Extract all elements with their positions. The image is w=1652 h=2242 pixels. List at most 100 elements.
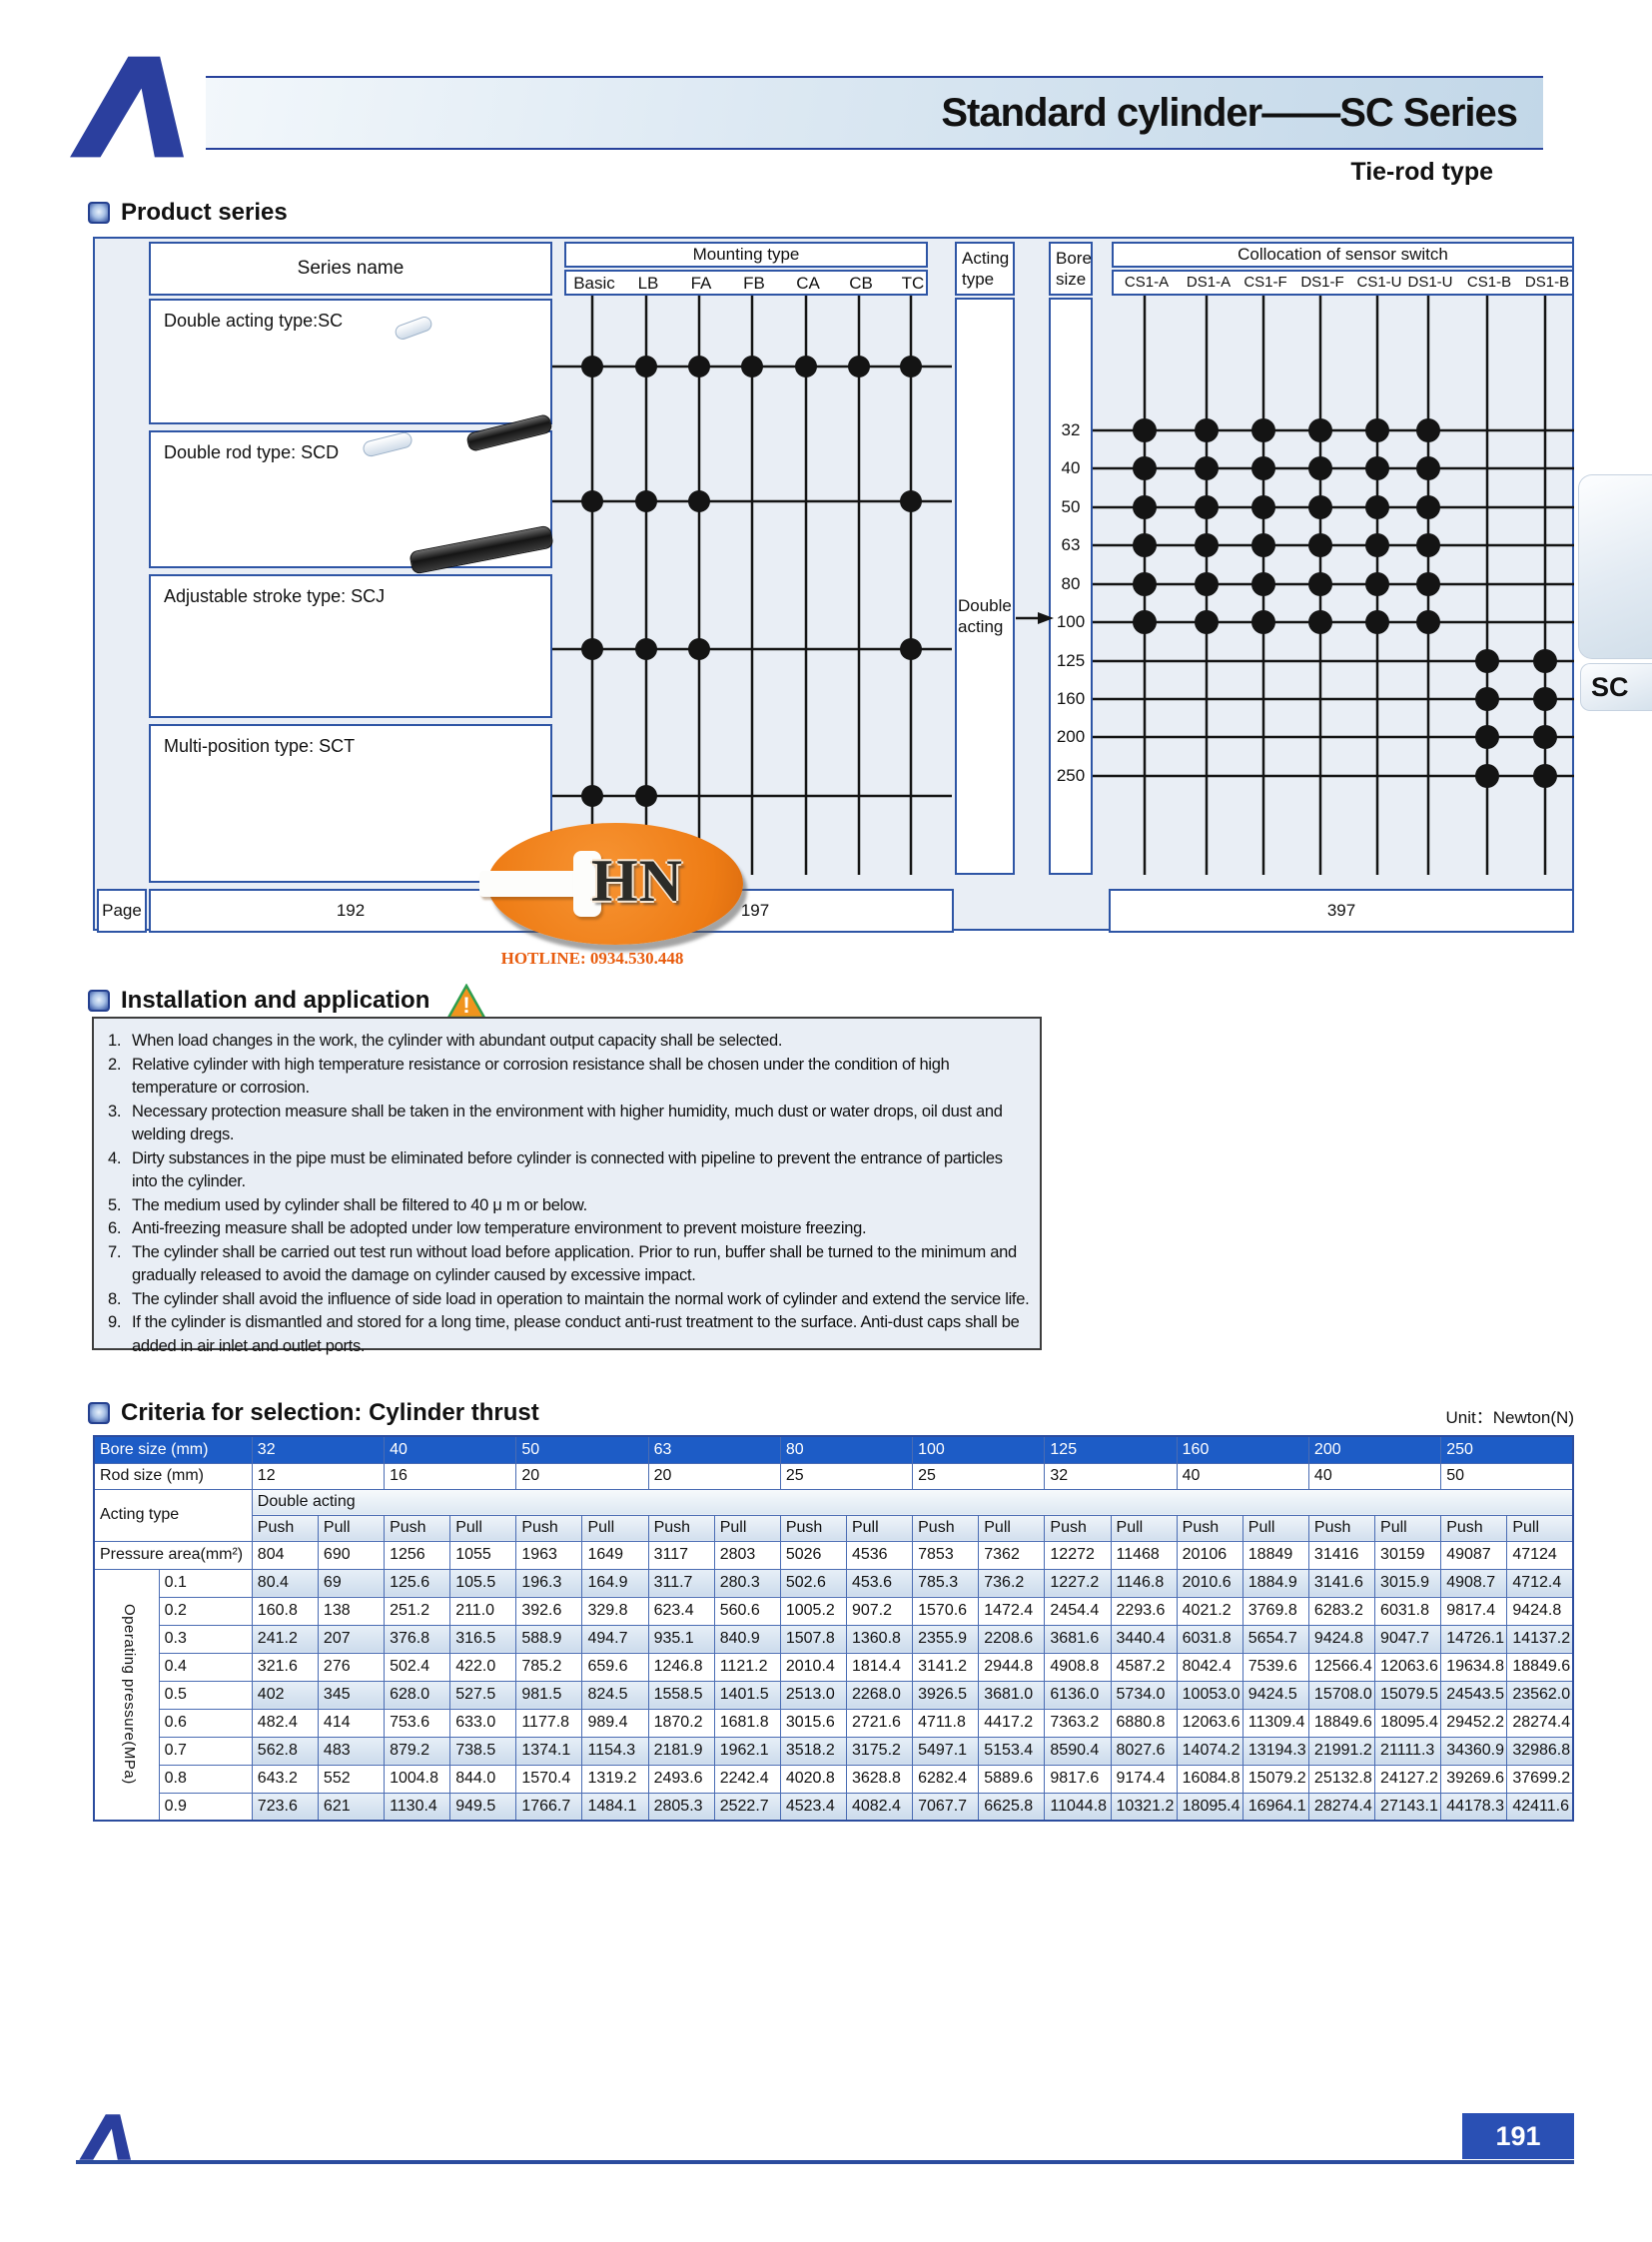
- pressure-area-value: 47124: [1506, 1540, 1574, 1570]
- pressure-area-value: 7362: [978, 1540, 1046, 1570]
- pressure-area-value: 1963: [515, 1540, 583, 1570]
- section-installation: Installation and application !: [88, 982, 487, 1020]
- availability-dot: [1251, 572, 1275, 596]
- thrust-value: 7363.2: [1044, 1708, 1112, 1738]
- thrust-value: 321.6: [251, 1652, 319, 1682]
- rod-size-value: 25: [779, 1462, 914, 1490]
- availability-dot: [1308, 418, 1332, 442]
- thrust-value: 3175.2: [845, 1736, 914, 1766]
- rod-size-value: 16: [384, 1462, 517, 1490]
- section-bullet-icon: [88, 202, 110, 224]
- bore-size-value: 250: [1056, 766, 1086, 785]
- mounting-column-label: CB: [849, 274, 873, 293]
- thrust-value: 2493.6: [647, 1764, 715, 1794]
- bore-size-row-label: Bore size (mm): [93, 1435, 253, 1464]
- thrust-value: 5153.4: [978, 1736, 1046, 1766]
- double-acting-span: Double acting: [251, 1488, 1574, 1516]
- product-series-table: Series name Mounting type Basic LB FA FB CA C…: [93, 237, 1574, 933]
- note-number: 3.: [108, 1102, 122, 1121]
- thrust-value: 1484.1: [581, 1792, 649, 1822]
- thrust-value: 329.8: [581, 1596, 649, 1626]
- thrust-value: 9817.4: [1440, 1596, 1508, 1626]
- thrust-value: 785.3: [912, 1568, 980, 1598]
- availability-dot: [1251, 533, 1275, 557]
- mounting-column-label: LB: [637, 274, 659, 293]
- thrust-value: 1401.5: [713, 1680, 781, 1710]
- thrust-value: 15079.2: [1241, 1764, 1309, 1794]
- mounting-column-label: FA: [690, 274, 712, 293]
- thrust-value: 2805.3: [647, 1792, 715, 1822]
- watermark-text: HN: [591, 848, 683, 914]
- installation-note: 1. When load changes in the work, the cyl…: [108, 1030, 1030, 1054]
- thrust-value: 2010.6: [1176, 1568, 1243, 1598]
- thrust-value: 37699.2: [1506, 1764, 1574, 1794]
- pressure-value: 0.4: [158, 1652, 253, 1682]
- installation-note: 8. The cylinder shall avoid the influence…: [108, 1288, 1030, 1312]
- thrust-value: 69: [317, 1568, 386, 1598]
- pull-header: Pull: [1374, 1514, 1442, 1542]
- bore-size-header-value: 80: [779, 1435, 914, 1464]
- bore-size-header-value: 125: [1044, 1435, 1178, 1464]
- availability-dot: [1475, 764, 1499, 788]
- thrust-value: 989.4: [581, 1708, 649, 1738]
- bore-size-value: 40: [1061, 458, 1081, 477]
- pull-header: Pull: [845, 1514, 914, 1542]
- thrust-value: 483: [317, 1736, 386, 1766]
- thrust-value: 552: [317, 1764, 386, 1794]
- watermark-handle-shape: [479, 871, 591, 897]
- availability-dot: [1416, 572, 1440, 596]
- thrust-value: 1130.4: [384, 1792, 451, 1822]
- side-tab-blank: [1578, 474, 1652, 659]
- thrust-value: 1154.3: [581, 1736, 649, 1766]
- thrust-value: 1962.1: [713, 1736, 781, 1766]
- series-name: Double acting type:SC: [164, 311, 344, 331]
- thrust-value: 241.2: [251, 1624, 319, 1654]
- thrust-value: 588.9: [515, 1624, 583, 1654]
- rod-size-row-label: Rod size (mm): [93, 1462, 253, 1490]
- thrust-value: 494.7: [581, 1624, 649, 1654]
- thrust-value: 28274.4: [1307, 1792, 1376, 1822]
- pressure-area-value: 31416: [1307, 1540, 1376, 1570]
- footer-rule: [76, 2160, 1574, 2164]
- thrust-value: 1814.4: [845, 1652, 914, 1682]
- thrust-value: 414: [317, 1708, 386, 1738]
- thrust-value: 211.0: [449, 1596, 517, 1626]
- thrust-value: 2522.7: [713, 1792, 781, 1822]
- availability-dot: [1133, 456, 1157, 480]
- series-cell: Double acting type:SC: [149, 299, 552, 424]
- bore-size-value: 63: [1061, 535, 1081, 554]
- thrust-value: 9424.5: [1241, 1680, 1309, 1710]
- thrust-value: 14726.1: [1440, 1624, 1508, 1654]
- bore-size-value: 50: [1061, 497, 1081, 516]
- side-tab-sc: SC: [1580, 663, 1652, 711]
- operating-pressure-text: Operating pressure(MPa): [120, 1604, 138, 1786]
- thrust-value: 24543.5: [1440, 1680, 1508, 1710]
- thrust-value: 10321.2: [1110, 1792, 1178, 1822]
- thrust-value: 560.6: [713, 1596, 781, 1626]
- thrust-value: 844.0: [449, 1764, 517, 1794]
- thrust-value: 736.2: [978, 1568, 1046, 1598]
- thrust-value: 2208.6: [978, 1624, 1046, 1654]
- thrust-value: 12566.4: [1307, 1652, 1376, 1682]
- thrust-value: 12063.6: [1176, 1708, 1243, 1738]
- sensor-column-label: DS1-U: [1407, 274, 1453, 291]
- thrust-value: 643.2: [251, 1764, 319, 1794]
- availability-dot: [848, 356, 870, 377]
- bore-size-header-value: 200: [1307, 1435, 1442, 1464]
- pressure-area-value: 30159: [1374, 1540, 1442, 1570]
- availability-dot: [1475, 649, 1499, 673]
- bore-size-value: 200: [1056, 727, 1086, 746]
- thrust-value: 164.9: [581, 1568, 649, 1598]
- thrust-value: 9424.8: [1307, 1624, 1376, 1654]
- thrust-value: 7067.7: [912, 1792, 980, 1822]
- thrust-value: 4082.4: [845, 1792, 914, 1822]
- thrust-value: 316.5: [449, 1624, 517, 1654]
- installation-note: 6. Anti-freezing measure shall be adopte…: [108, 1217, 1030, 1241]
- rod-size-value: 50: [1440, 1462, 1574, 1490]
- thrust-value: 1766.7: [515, 1792, 583, 1822]
- note-number: 7.: [108, 1242, 122, 1261]
- pressure-area-row-label: Pressure area(mm²): [93, 1540, 253, 1570]
- availability-dot: [1308, 572, 1332, 596]
- availability-dot: [1195, 495, 1219, 519]
